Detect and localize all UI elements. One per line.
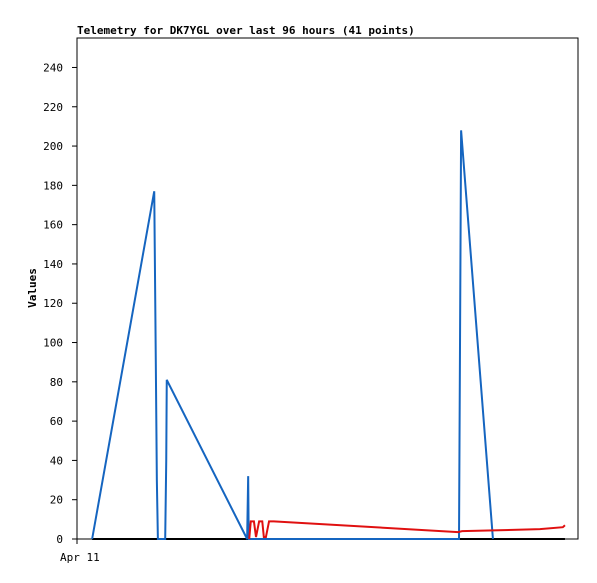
y-tick-label: 80 <box>50 376 63 389</box>
y-tick-label: 240 <box>43 61 63 74</box>
y-tick-label: 200 <box>43 140 63 153</box>
x-tick-label: Apr 11 <box>60 551 100 564</box>
series-line <box>248 520 566 540</box>
y-tick-label: 0 <box>56 533 63 546</box>
y-tick-label: 120 <box>43 297 63 310</box>
y-tick-label: 160 <box>43 219 63 232</box>
y-axis-label: Values <box>26 268 39 308</box>
chart-title: Telemetry for DK7YGL over last 96 hours … <box>77 24 415 37</box>
y-tick-label: 40 <box>50 454 63 467</box>
y-tick-label: 140 <box>43 258 63 271</box>
y-tick-label: 180 <box>43 179 63 192</box>
y-tick-label: 60 <box>50 415 63 428</box>
y-tick-label: 20 <box>50 494 63 507</box>
plot-frame <box>76 37 579 540</box>
y-tick-label: 220 <box>43 101 63 114</box>
y-tick-label: 100 <box>43 337 63 350</box>
series-line <box>91 130 494 540</box>
